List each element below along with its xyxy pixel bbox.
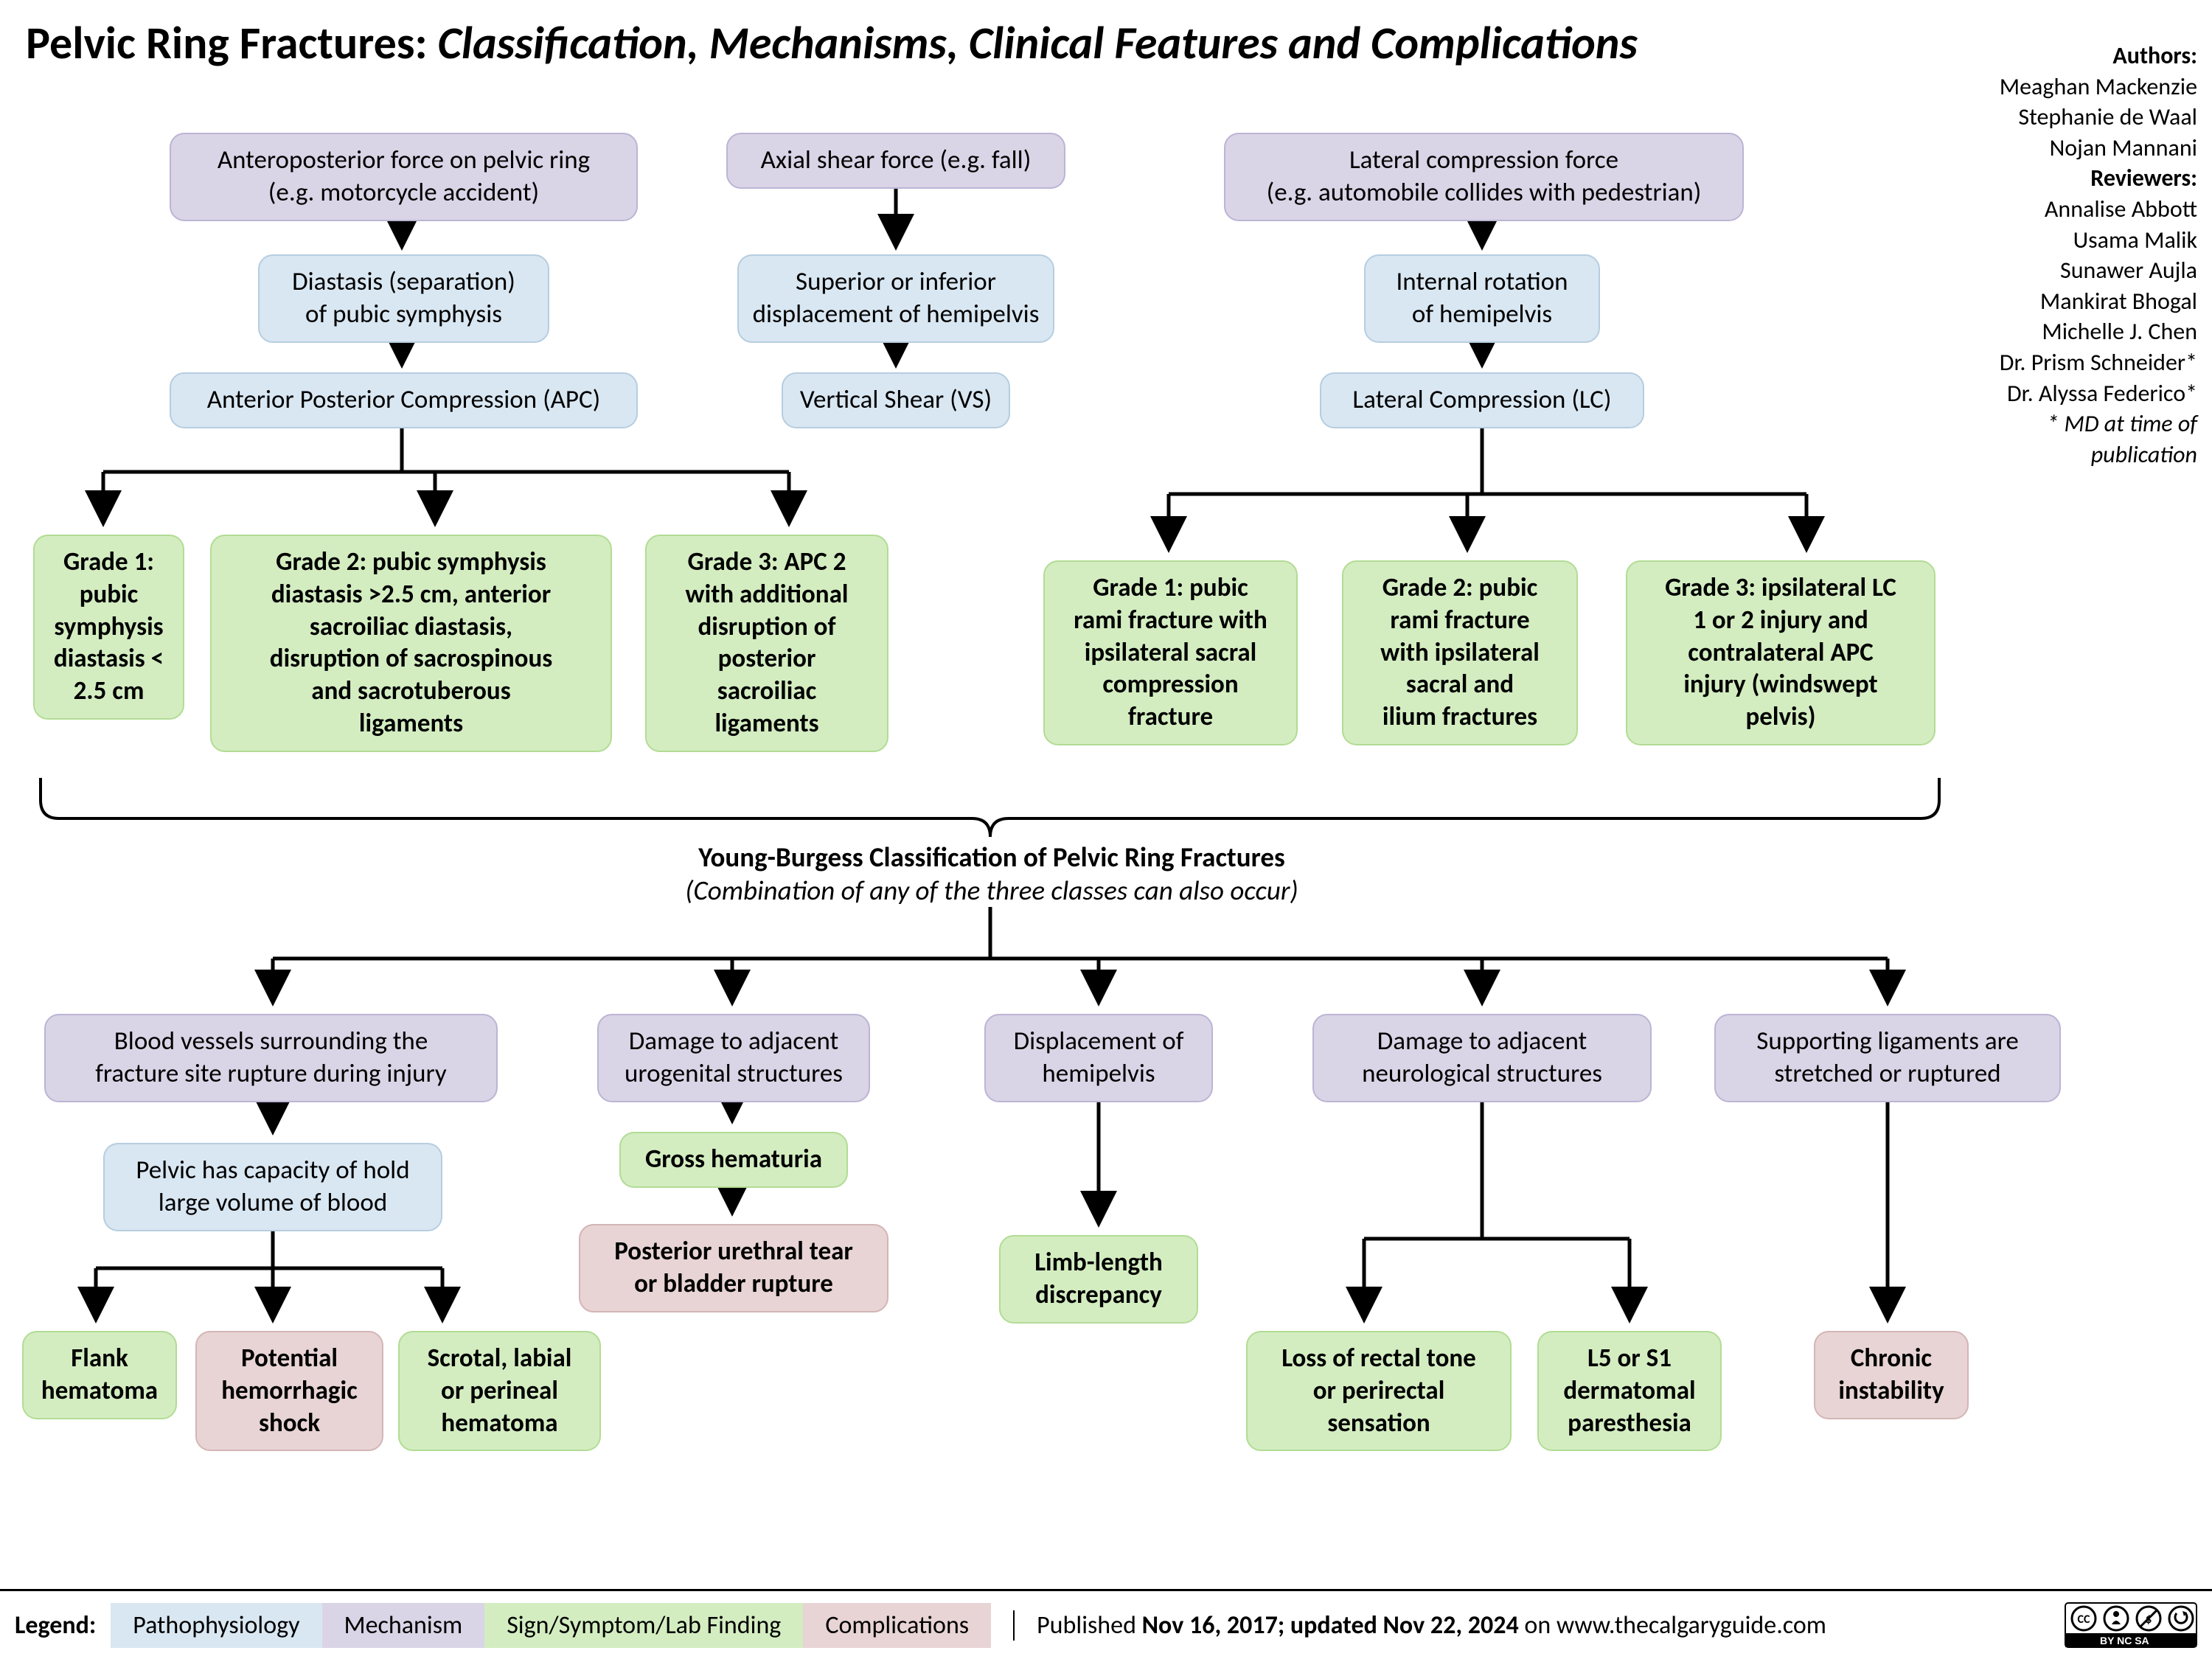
node-gross-hematuria: Gross hematuria [619,1132,848,1188]
legend-bar: Legend: Pathophysiology Mechanism Sign/S… [0,1589,2212,1659]
node-lc-grade1: Grade 1: pubic rami fracture with ipsila… [1043,560,1298,745]
node-lc-force: Lateral compression force (e.g. automobi… [1224,133,1744,221]
svg-text:CC: CC [2078,1613,2090,1627]
legend-sign: Sign/Symptom/Lab Finding [484,1603,803,1648]
publication-info: Published Nov 16, 2017; updated Nov 22, … [1013,1610,1826,1641]
md-note: * MD at time of [1961,408,2197,439]
authors-heading: Authors: [1961,41,2197,72]
legend-label: Legend: [15,1610,96,1641]
node-vs: Vertical Shear (VS) [782,372,1010,428]
node-diastasis: Diastasis (separation) of pubic symphysi… [258,254,549,343]
node-urogenital: Damage to adjacent urogenital structures [597,1014,870,1102]
node-chronic-instability: Chronic instability [1814,1331,1969,1419]
young-burgess-label: Young-Burgess Classification of Pelvic R… [634,841,1349,907]
node-ligaments: Supporting ligaments are stretched or ru… [1714,1014,2061,1102]
pub-post: on www.thecalgaryguide.com [1519,1610,1826,1641]
node-flank-hematoma: Flank hematoma [22,1331,177,1419]
reviewer: Michelle J. Chen [1961,316,2197,347]
yb-title: Young-Burgess Classification of Pelvic R… [634,841,1349,874]
node-blood-vessels: Blood vessels surrounding the fracture s… [44,1014,498,1102]
node-apc-grade2: Grade 2: pubic symphysis diastasis >2.5 … [210,535,612,752]
reviewer: Dr. Prism Schneider* [1961,347,2197,378]
author: Stephanie de Waal [1961,102,2197,133]
title-sub: Classification, Mechanisms, Clinical Fea… [438,15,1638,71]
node-hemorrhagic-shock: Potential hemorrhagic shock [195,1331,383,1451]
authors-block: Authors: Meaghan Mackenzie Stephanie de … [1961,41,2197,470]
node-rectal-tone: Loss of rectal tone or perirectal sensat… [1246,1331,1512,1451]
node-apc: Anterior Posterior Compression (APC) [170,372,638,428]
legend-patho: Pathophysiology [111,1603,321,1648]
node-vs-force: Axial shear force (e.g. fall) [726,133,1065,189]
node-pelvis-capacity: Pelvic has capacity of hold large volume… [103,1143,442,1231]
pub-dates: Nov 16, 2017; updated Nov 22, 2024 [1142,1610,1519,1641]
svg-text:BY NC SA: BY NC SA [2100,1635,2149,1646]
node-apc-force: Anteroposterior force on pelvic ring (e.… [170,133,638,221]
node-apc-grade1: Grade 1: pubic symphysis diastasis < 2.5… [33,535,184,720]
reviewer: Mankirat Bhogal [1961,286,2197,317]
reviewer: Dr. Alyssa Federico* [1961,378,2197,409]
node-displacement: Displacement of hemipelvis [984,1014,1213,1102]
author: Nojan Mannani [1961,133,2197,164]
node-apc-grade3: Grade 3: APC 2 with additional disruptio… [645,535,888,752]
node-limb-length: Limb-length discrepancy [999,1235,1198,1324]
node-urethral-tear: Posterior urethral tear or bladder ruptu… [579,1224,888,1312]
reviewer: Sunawer Aujla [1961,255,2197,286]
legend-complications: Complications [803,1603,991,1648]
yb-subtitle: (Combination of any of the three classes… [634,874,1349,907]
author: Meaghan Mackenzie [1961,72,2197,102]
node-paresthesia: L5 or S1 dermatomal paresthesia [1537,1331,1722,1451]
page-title: Pelvic Ring Fractures: Classification, M… [26,15,1638,71]
reviewer: Annalise Abbott [1961,194,2197,225]
node-lc: Lateral Compression (LC) [1320,372,1644,428]
reviewers-heading: Reviewers: [1961,163,2197,194]
node-lc-grade3: Grade 3: ipsilateral LC 1 or 2 injury an… [1626,560,1935,745]
node-neurological: Damage to adjacent neurological structur… [1312,1014,1652,1102]
md-note: publication [1961,439,2197,470]
title-main: Pelvic Ring Fractures: [26,15,428,71]
cc-license-icon: BY NC SA CC $ [2065,1602,2197,1648]
node-internal-rotation: Internal rotation of hemipelvis [1364,254,1600,343]
reviewer: Usama Malik [1961,225,2197,256]
pub-pre: Published [1037,1610,1142,1641]
node-scrotal-hematoma: Scrotal, labial or perineal hematoma [398,1331,601,1451]
node-vs-displacement: Superior or inferior displacement of hem… [737,254,1054,343]
legend-mechanism: Mechanism [322,1603,485,1648]
node-lc-grade2: Grade 2: pubic rami fracture with ipsila… [1342,560,1578,745]
